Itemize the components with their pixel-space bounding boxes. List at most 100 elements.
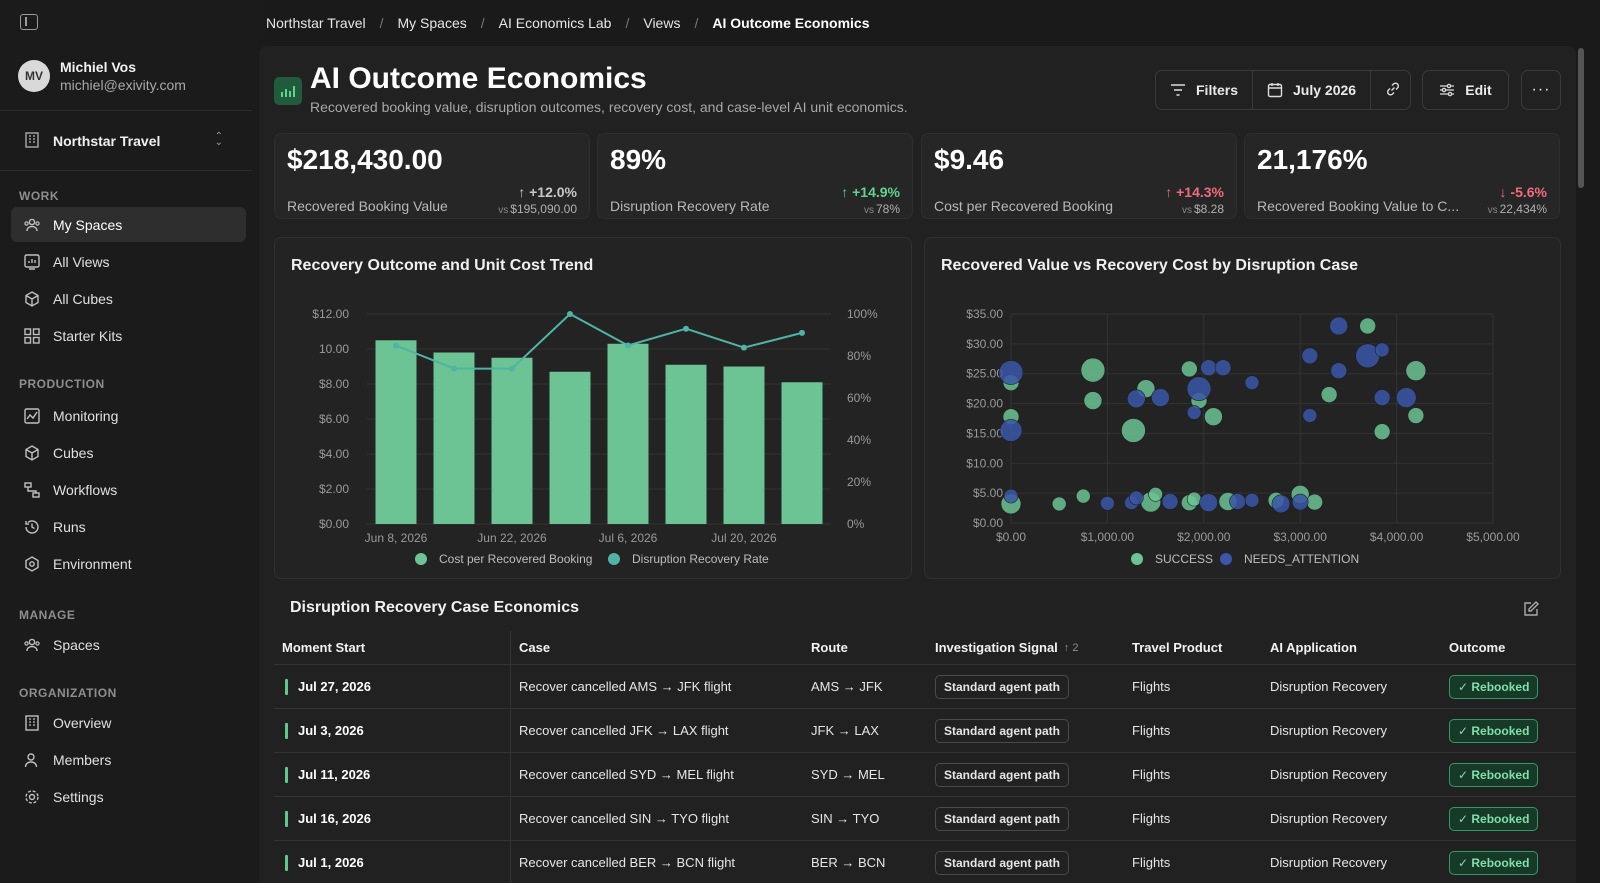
sidebar-toggle-icon[interactable]	[20, 14, 38, 30]
sidebar-item-spaces[interactable]: Spaces	[11, 627, 246, 662]
sort-ascending-icon[interactable]: ↑ 2	[1063, 641, 1079, 654]
column-header[interactable]: Travel Product	[1132, 640, 1223, 655]
scatter-point-needs-attention	[1186, 376, 1212, 401]
kpi-card-cost-per-booking[interactable]: $9.46 Cost per Recovered Booking ↑ +14.3…	[921, 133, 1237, 219]
y-tick-label: $4.00	[319, 447, 349, 461]
scatter-point-success	[1204, 407, 1223, 427]
signal-badge: Standard agent path	[935, 674, 1070, 699]
table-row[interactable]: Jul 1, 2026 Recover cancelled BER → BCN f…	[274, 841, 1576, 883]
sidebar: MV Michiel Vos michiel@exivity.com North…	[0, 0, 258, 883]
column-header[interactable]: Moment Start	[282, 640, 366, 655]
scatter-point-needs-attention	[1302, 408, 1318, 423]
sidebar-item-members[interactable]: Members	[11, 742, 246, 777]
status-badge: ✓ Rebooked	[1449, 718, 1539, 743]
sidebar-item-overview[interactable]: Overview	[11, 705, 246, 740]
status-badge: ✓ Rebooked	[1449, 806, 1539, 831]
line-point	[683, 325, 689, 332]
signal-badge: Standard agent path	[935, 762, 1070, 787]
edit-icon[interactable]	[1522, 600, 1540, 618]
line-point	[799, 329, 805, 336]
workflow-icon	[23, 481, 41, 499]
members-icon	[23, 751, 41, 769]
status-bar	[285, 766, 288, 783]
scrollbar[interactable]	[1578, 48, 1584, 188]
signal-badge: Standard agent path	[935, 806, 1070, 831]
kpi-value: 89%	[610, 144, 667, 175]
y-tick-label: $2.00	[319, 482, 349, 496]
user-profile[interactable]: MV Michiel Vos michiel@exivity.com	[18, 56, 186, 96]
column-header[interactable]: Route	[811, 640, 848, 655]
table-row[interactable]: Jul 27, 2026 Recover cancelled AMS → JFK …	[274, 665, 1576, 709]
kpi-card-recovery-rate[interactable]: 89% Disruption Recovery Rate ↑ +14.9% vs…	[597, 133, 913, 219]
column-header[interactable]: Case	[519, 640, 551, 655]
breadcrumb-item[interactable]: My Spaces	[397, 15, 467, 31]
share-link-button[interactable]	[1370, 71, 1415, 109]
scatter-point-needs-attention	[1373, 389, 1391, 406]
kpi-value: $218,430.00	[287, 144, 443, 175]
kpi-comparison: vs 78%	[863, 202, 900, 216]
kpi-card-value-to-cost[interactable]: 21,176% Recovered Booking Value to C... …	[1244, 133, 1560, 219]
bar	[723, 366, 765, 524]
cell-route: SYD → MEL	[811, 767, 885, 782]
scatter-point-needs-attention	[1374, 342, 1390, 358]
breadcrumb-item[interactable]: AI Economics Lab	[498, 15, 612, 31]
sidebar-item-environment[interactable]: Environment	[11, 546, 246, 581]
cell-route: BER → BCN	[811, 855, 886, 870]
edit-button[interactable]: Edit	[1422, 70, 1509, 110]
cell-product: Flights	[1132, 855, 1171, 870]
sidebar-item-my-spaces[interactable]: My Spaces	[11, 207, 246, 242]
cell-application: Disruption Recovery	[1270, 679, 1388, 694]
filters-button[interactable]: Filters	[1156, 71, 1252, 109]
breadcrumb-item[interactable]: Views	[643, 15, 681, 31]
kpi-card-recovered-value[interactable]: $218,430.00 Recovered Booking Value ↑ +1…	[274, 133, 590, 219]
cell-case: Recover cancelled AMS → JFK flight	[519, 679, 732, 694]
cell-moment-start: Jul 1, 2026	[285, 841, 364, 883]
sidebar-item-cubes[interactable]: Cubes	[11, 435, 246, 470]
y2-tick-label: 80%	[847, 349, 871, 363]
org-name: Northstar Travel	[53, 133, 161, 149]
sidebar-item-runs[interactable]: Runs	[11, 509, 246, 544]
scatter-chart: $35.00 $30.00 $25.00 $20.00 $15.00 $10.00 $5.0…	[966, 307, 1520, 566]
sidebar-item-settings[interactable]: Settings	[11, 779, 246, 814]
section-label-organization: ORGANIZATION	[19, 686, 117, 700]
column-header[interactable]: Investigation Signal ↑ 2	[935, 640, 1079, 655]
page-subtitle: Recovered booking value, disruption outc…	[310, 99, 908, 115]
cell-application: Disruption Recovery	[1270, 767, 1388, 782]
y-tick-label: $12.00	[312, 307, 349, 321]
table-row[interactable]: Jul 16, 2026 Recover cancelled SIN → TYO …	[274, 797, 1576, 841]
kpi-label: Recovered Booking Value	[287, 198, 448, 214]
scatter-point-success	[1076, 488, 1091, 504]
sidebar-item-all-views[interactable]: All Views	[11, 244, 246, 279]
x-tick-label: Jun 8, 2026	[365, 531, 428, 545]
building-icon	[23, 131, 41, 152]
column-header[interactable]: Outcome	[1449, 640, 1506, 655]
table-row[interactable]: Jul 3, 2026 Recover cancelled JFK → LAX f…	[274, 709, 1576, 753]
kpi-delta: ↑ +14.3%	[1165, 184, 1224, 200]
calendar-icon	[1267, 82, 1283, 98]
trend-chart: $12.00 10.00 $8.00 $6.00 $4.00 $2.00 $0.00 100%…	[312, 307, 878, 566]
arrow-down-icon: ↓	[1499, 184, 1511, 200]
x-tick-label: $4,000.00	[1370, 530, 1424, 544]
chevron-up-down-icon: ⌃ ⌄	[214, 131, 223, 148]
sidebar-item-workflows[interactable]: Workflows	[11, 472, 246, 507]
scatter-point-needs-attention	[1229, 493, 1246, 510]
sidebar-item-monitoring[interactable]: Monitoring	[11, 398, 246, 433]
toolbar: Filters July 2026	[1155, 70, 1411, 110]
column-header[interactable]: AI Application	[1270, 640, 1357, 655]
table-row[interactable]: Jul 11, 2026 Recover cancelled SYD → MEL …	[274, 753, 1576, 797]
y2-tick-label: 100%	[847, 307, 878, 321]
period-picker[interactable]: July 2026	[1252, 71, 1370, 109]
scatter-point-needs-attention	[1199, 493, 1218, 512]
more-options-button[interactable]: ···	[1521, 70, 1561, 110]
sidebar-item-starter-kits[interactable]: Starter Kits	[11, 318, 246, 353]
cell-case: Recover cancelled SIN → TYO flight	[519, 811, 730, 826]
sidebar-item-all-cubes[interactable]: All Cubes	[11, 281, 246, 316]
scatter-point-needs-attention	[1214, 359, 1232, 377]
org-switcher[interactable]: Northstar Travel ⌃ ⌄	[11, 124, 241, 158]
scatter-point-success	[1121, 418, 1146, 443]
kpi-value: $9.46	[934, 144, 1005, 175]
legend-swatch	[1131, 553, 1143, 565]
y-tick-label: 10.00	[319, 342, 349, 356]
scatter-point-needs-attention	[1100, 495, 1115, 511]
breadcrumb-item[interactable]: Northstar Travel	[266, 15, 366, 31]
